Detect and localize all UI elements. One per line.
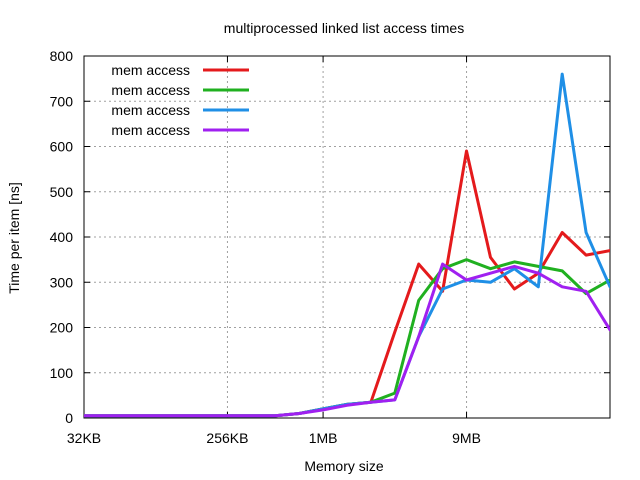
plot-frame: [83, 55, 611, 419]
y-axis-label: Time per item [ns]: [6, 182, 22, 294]
x-axis-label: Memory size: [304, 458, 384, 474]
y-tick-label: 100: [50, 365, 74, 381]
y-tick-label: 200: [50, 320, 74, 336]
legend-label: mem access: [111, 62, 190, 78]
x-tick-label: 9MB: [452, 430, 481, 446]
x-tick-label: 256KB: [206, 430, 248, 446]
x-tick-label: 1MB: [309, 430, 338, 446]
y-tick-label: 300: [50, 274, 74, 290]
legend-label: mem access: [111, 122, 190, 138]
y-tick-label: 400: [50, 229, 74, 245]
grid: [84, 56, 610, 418]
chart-title: multiprocessed linked list access times: [224, 20, 464, 36]
y-tick-label: 800: [50, 48, 74, 64]
y-tick-label: 700: [50, 93, 74, 109]
series-line-4: [84, 262, 610, 418]
y-tick-label: 500: [50, 184, 74, 200]
legend-label: mem access: [111, 102, 190, 118]
y-tick-label: 0: [65, 410, 73, 426]
axis-ticks: 0 100 200 300 400 500 600 700 800 32KB 256KB 1MB 9MB: [50, 48, 610, 446]
legend-label: mem access: [111, 82, 190, 98]
series-layer: [84, 72, 610, 418]
y-tick-label: 600: [50, 139, 74, 155]
x-tick-label: 32KB: [67, 430, 101, 446]
legend: mem access mem access mem access mem access: [111, 62, 249, 138]
